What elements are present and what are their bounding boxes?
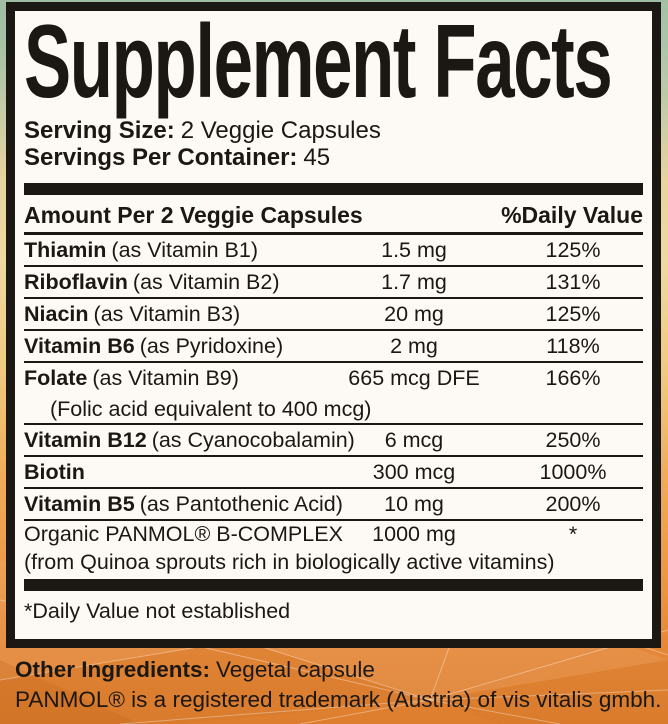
- supplement-facts-panel: Supplement Facts Serving Size: 2 Veggie C…: [6, 2, 661, 648]
- footer: Other Ingredients: Vegetal capsule PANMOL…: [15, 655, 661, 715]
- nutrient-name: Vitamin B12: [24, 428, 147, 452]
- folate-subnote: (Folic acid equivalent to 400 mcg): [24, 395, 643, 425]
- nutrient-dv: 250%: [545, 428, 601, 452]
- nutrient-amount: 1.7 mg: [381, 270, 447, 294]
- serving-size-line: Serving Size: 2 Veggie Capsules: [24, 117, 643, 144]
- serving-size-value: 2 Veggie Capsules: [180, 117, 381, 144]
- servings-per-container-value: 45: [303, 144, 331, 171]
- nutrient-detail: (as Pyridoxine): [139, 334, 284, 358]
- nutrient-name: Riboflavin: [24, 270, 128, 294]
- amount-column-header: Amount Per 2 Veggie Capsules: [24, 202, 363, 228]
- nutrient-dv: 131%: [545, 270, 601, 294]
- nutrient-detail: (as Vitamin B9): [92, 366, 239, 390]
- daily-value-column-header: %Daily Value: [501, 202, 643, 228]
- table-row-thiamin: Thiamin (as Vitamin B1) 1.5 mg 125%: [24, 235, 643, 267]
- servings-per-container-label: Servings Per Container:: [24, 144, 298, 171]
- nutrient-dv: 166%: [545, 366, 601, 390]
- nutrient-detail: (as Pantothenic Acid): [139, 492, 343, 516]
- nutrient-name: Folate: [24, 366, 88, 390]
- nutrient-dv: 1000%: [539, 460, 607, 484]
- servings-per-container-line: Servings Per Container: 45: [24, 144, 643, 171]
- nutrient-detail: (as Vitamin B2): [132, 270, 280, 294]
- nutrient-amount: 1000 mg: [372, 522, 456, 546]
- nutrient-dv: 125%: [545, 238, 601, 262]
- nutrient-name: Vitamin B6: [24, 334, 135, 358]
- nutrient-dv: 200%: [545, 492, 601, 516]
- other-ingredients-label: Other Ingredients:: [15, 657, 211, 682]
- table-row-vitamin-b6: Vitamin B6 (as Pyridoxine) 2 mg 118%: [24, 331, 643, 363]
- serving-info: Serving Size: 2 Veggie Capsules Servings …: [24, 117, 643, 171]
- nutrient-amount: 20 mg: [384, 302, 444, 326]
- table-row-panmol-b-complex: Organic PANMOL® B-COMPLEX 1000 mg *: [24, 521, 643, 549]
- nutrient-dv: 125%: [545, 302, 601, 326]
- nutrient-dv: *: [568, 522, 578, 546]
- divider-thick-top: [24, 183, 643, 195]
- nutrient-name: Biotin: [24, 460, 85, 484]
- daily-value-footnote: *Daily Value not established: [24, 599, 291, 623]
- panmol-subnote: (from Quinoa sprouts rich in biologicall…: [24, 550, 555, 574]
- nutrient-amount: 1.5 mg: [381, 238, 447, 262]
- nutrient-amount: 6 mcg: [384, 428, 444, 452]
- divider-thick-bottom: [24, 579, 643, 591]
- nutrient-amount: 2 mg: [390, 334, 438, 358]
- table-row-biotin: Biotin 300 mcg 1000%: [24, 457, 643, 489]
- nutrient-detail: (as Vitamin B3): [93, 302, 241, 326]
- trademark-line: PANMOL® is a registered trademark (Austr…: [15, 687, 662, 712]
- nutrient-name: Niacin: [24, 302, 89, 326]
- table-row-niacin: Niacin (as Vitamin B3) 20 mg 125%: [24, 299, 643, 331]
- table-row-vitamin-b12: Vitamin B12 (as Cyanocobalamin) 6 mcg 250…: [24, 425, 643, 457]
- nutrient-name: Thiamin: [24, 238, 107, 262]
- nutrient-detail: (as Vitamin B1): [111, 238, 258, 262]
- nutrient-name: Vitamin B5: [24, 492, 135, 516]
- nutrient-dv: 118%: [546, 334, 600, 358]
- nutrient-detail: (as Cyanocobalamin): [151, 428, 355, 452]
- nutrient-amount: 10 mg: [384, 492, 444, 516]
- serving-size-label: Serving Size:: [24, 117, 175, 144]
- nutrient-name: Organic PANMOL® B-COMPLEX: [24, 522, 343, 546]
- other-ingredients-line: Other Ingredients: Vegetal capsule: [15, 655, 661, 685]
- panel-title: Supplement Facts: [24, 4, 613, 120]
- nutrient-amount: 300 mcg: [372, 460, 456, 484]
- table-row-riboflavin: Riboflavin (as Vitamin B2) 1.7 mg 131%: [24, 267, 643, 299]
- table-header: Amount Per 2 Veggie Capsules %Daily Valu…: [24, 195, 643, 235]
- other-ingredients-value: Vegetal capsule: [216, 657, 375, 682]
- table-row-folate: Folate (as Vitamin B9) 665 mcg DFE 166%: [24, 363, 643, 395]
- nutrient-amount: 665 mcg DFE: [348, 366, 480, 390]
- table-row-vitamin-b5: Vitamin B5 (as Pantothenic Acid) 10 mg 20…: [24, 489, 643, 521]
